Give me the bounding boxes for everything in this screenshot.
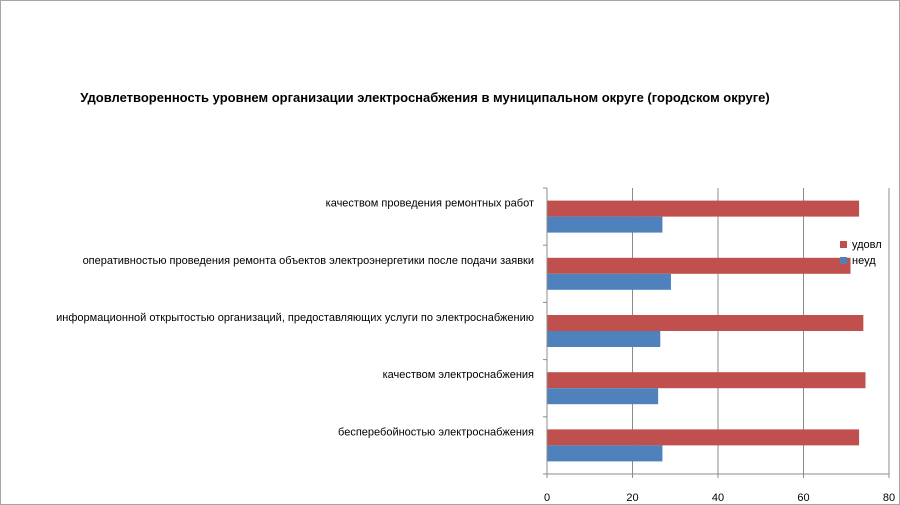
bar-udovl <box>547 372 866 389</box>
bar-neud <box>547 216 663 233</box>
bar-udovl <box>547 315 864 331</box>
x-tick-label: 20 <box>626 492 638 504</box>
bars <box>547 200 866 462</box>
axes <box>543 187 890 478</box>
x-tick-label: 80 <box>883 492 895 504</box>
x-tick-label: 60 <box>797 492 809 504</box>
category-label: качеством проведения ремонтных работ <box>326 198 534 210</box>
category-labels: качеством проведения ремонтных работ опер… <box>56 198 534 439</box>
tick-labels: 0 20 40 60 80 <box>544 492 895 504</box>
legend-label: неуд <box>852 255 876 267</box>
legend: удовл неуд <box>840 239 882 267</box>
bar-neud <box>547 331 661 347</box>
chart-title: Удовлетворенность уровнем организации эл… <box>80 90 769 105</box>
bar-udovl <box>547 257 851 274</box>
bar-udovl <box>547 429 860 446</box>
category-label: бесперебойностью электроснабжения <box>338 426 534 438</box>
legend-swatch <box>840 257 847 264</box>
legend-swatch <box>840 241 847 248</box>
bar-neud <box>547 388 659 405</box>
bar-neud <box>547 273 671 290</box>
x-tick-label: 0 <box>544 492 550 504</box>
x-tick-label: 40 <box>712 492 724 504</box>
legend-label: удовл <box>852 239 882 251</box>
category-label: оперативностью проведения ремонта объект… <box>83 255 534 267</box>
category-label: информационной открытостью организаций, … <box>56 312 534 324</box>
category-label: качеством электроснабжения <box>383 369 534 381</box>
bar-udovl <box>547 200 860 217</box>
bar-neud <box>547 445 663 462</box>
